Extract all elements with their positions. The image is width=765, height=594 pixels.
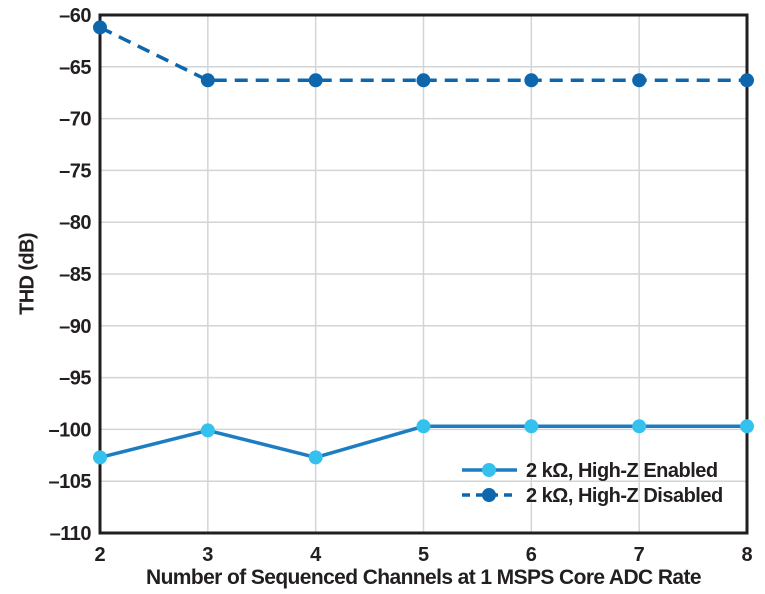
- data-point: [740, 73, 754, 88]
- y-tick-label: –60: [59, 5, 91, 27]
- data-point: [308, 73, 323, 88]
- plot-frame: [98, 13, 749, 535]
- y-tick-label: –65: [59, 57, 91, 79]
- data-point: [416, 73, 431, 88]
- y-tick-label: –105: [49, 471, 92, 493]
- x-tick-label: 7: [634, 544, 645, 566]
- legend-label: 2 kΩ, High-Z Disabled: [526, 485, 723, 507]
- x-tick-label: 3: [202, 544, 213, 566]
- legend: 2 kΩ, High-Z Enabled 2 kΩ, High-Z Disable…: [462, 460, 723, 507]
- data-point: [93, 20, 107, 35]
- x-tick-label: 4: [310, 544, 322, 566]
- series-disabled: [93, 20, 754, 88]
- gridlines: [100, 15, 747, 533]
- series-enabled: [93, 419, 754, 465]
- y-tick-label: –90: [59, 316, 91, 338]
- data-point: [308, 450, 323, 465]
- data-point: [93, 450, 107, 465]
- data-point: [632, 73, 647, 88]
- data-point: [200, 423, 215, 438]
- x-tick-label: 5: [418, 544, 429, 566]
- y-tick-label: –75: [59, 160, 91, 182]
- y-tick-label: –80: [59, 212, 91, 234]
- data-point: [416, 419, 431, 434]
- data-point: [632, 419, 647, 434]
- y-tick-label: –85: [59, 264, 91, 286]
- x-tick-labels: 2 3 4 5 6 7 8: [94, 544, 752, 566]
- x-axis-title: Number of Sequenced Channels at 1 MSPS C…: [146, 566, 702, 589]
- x-tick-label: 8: [741, 544, 752, 566]
- y-tick-labels: –60 –65 –70 –75 –80 –85 –90 –95 –100 –105 –110: [49, 5, 92, 545]
- data-point: [740, 419, 754, 434]
- legend-label: 2 kΩ, High-Z Enabled: [526, 460, 718, 482]
- y-tick-label: –110: [50, 523, 92, 545]
- x-tick-label: 2: [94, 544, 105, 566]
- data-point: [524, 419, 539, 434]
- legend-marker: [482, 463, 496, 477]
- x-tick-label: 6: [526, 544, 537, 566]
- data-point: [200, 73, 215, 88]
- y-tick-label: –95: [59, 368, 91, 390]
- y-tick-label: –70: [59, 109, 91, 131]
- data-point: [524, 73, 539, 88]
- y-tick-label: –100: [49, 419, 92, 441]
- legend-marker: [482, 488, 496, 502]
- y-axis-title: THD (dB): [16, 233, 39, 315]
